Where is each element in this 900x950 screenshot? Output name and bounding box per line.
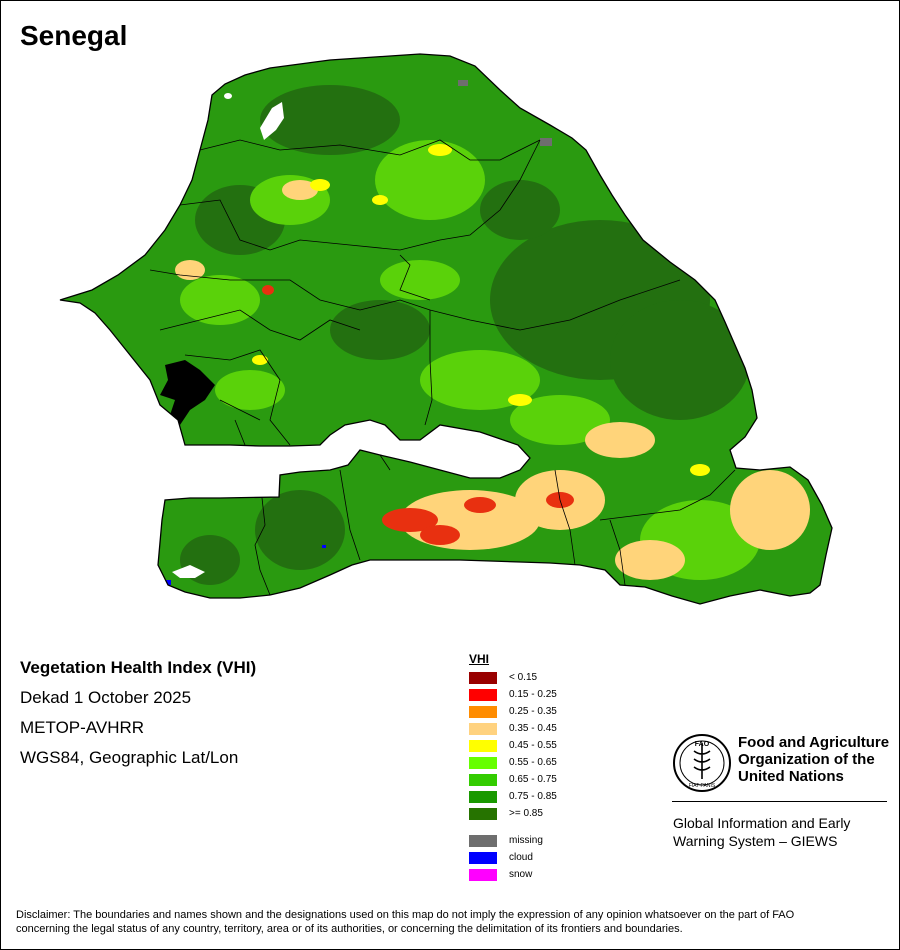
fao-logo-motto: FIAT PANIS	[689, 783, 716, 789]
legend-label: 0.75 - 0.85	[509, 791, 557, 802]
legend-label: < 0.15	[509, 672, 538, 683]
stressed-vegetation-patches	[175, 180, 810, 580]
disclaimer-line1: Disclaimer: The boundaries and names sho…	[16, 909, 795, 921]
legend-swatch	[469, 723, 497, 735]
legend-special: missing cloud snow	[469, 833, 629, 884]
legend-swatch	[469, 757, 497, 769]
legend-item: missing	[469, 833, 629, 850]
legend-swatch	[469, 808, 497, 820]
legend-item: < 0.15	[469, 670, 629, 687]
legend-item: snow	[469, 867, 629, 884]
legend-item: 0.25 - 0.35	[469, 704, 629, 721]
legend-swatch	[469, 774, 497, 786]
legend-swatch	[469, 869, 497, 881]
legend-swatch	[469, 852, 497, 864]
fao-name-line3: United Nations	[738, 768, 844, 785]
legend-label: 0.65 - 0.75	[509, 774, 557, 785]
giews-line1: Global Information and Early	[673, 815, 851, 831]
legend-label: 0.55 - 0.65	[509, 757, 557, 768]
fao-logo-icon: FAO FIAT PANIS	[673, 734, 731, 792]
legend-item: 0.75 - 0.85	[469, 789, 629, 806]
projection-label: WGS84, Geographic Lat/Lon	[20, 748, 239, 767]
disclaimer-line2: concerning the legal status of any count…	[16, 923, 683, 935]
legend-label: missing	[509, 835, 543, 846]
fao-name-line1: Food and Agriculture	[738, 734, 890, 751]
senegal-vhi-map	[59, 53, 833, 605]
legend-swatch	[469, 689, 497, 701]
legend-label: cloud	[509, 852, 533, 863]
legend-title: VHI	[469, 652, 490, 666]
sensor-label: METOP-AVHRR	[20, 718, 145, 737]
giews-line2: Warning System – GIEWS	[673, 833, 838, 849]
period-label: Dekad 1 October 2025	[20, 688, 192, 707]
giews-label: Global Information and Early Warning Sys…	[673, 814, 850, 850]
legend-item: 0.55 - 0.65	[469, 755, 629, 772]
legend-swatch	[469, 672, 497, 684]
legend-label: >= 0.85	[509, 808, 543, 819]
legend-item: 0.15 - 0.25	[469, 687, 629, 704]
moderate-vegetation-patches	[180, 140, 760, 580]
legend-label: 0.35 - 0.45	[509, 723, 557, 734]
map-title: Senegal	[20, 20, 128, 51]
legend-item: >= 0.85	[469, 806, 629, 823]
legend-swatch	[469, 740, 497, 752]
legend-label: 0.25 - 0.35	[509, 706, 557, 717]
legend-item: 0.45 - 0.55	[469, 738, 629, 755]
severe-stress-patches	[262, 285, 574, 545]
legend-classes: < 0.15 0.15 - 0.25 0.25 - 0.35 0.35 - 0.45 0…	[469, 670, 629, 823]
admin-boundaries	[149, 139, 736, 596]
legend-item: 0.65 - 0.75	[469, 772, 629, 789]
legend-label: snow	[509, 869, 533, 880]
fao-name: Food and Agriculture Organization of the…	[738, 734, 889, 785]
cloud-pixels	[165, 545, 326, 585]
legend-swatch	[469, 835, 497, 847]
legend-label: 0.45 - 0.55	[509, 740, 557, 751]
divider	[672, 801, 887, 802]
dense-vegetation-patches	[180, 85, 750, 585]
water-bodies	[172, 93, 284, 578]
legend-swatch	[469, 706, 497, 718]
estuary-channels	[160, 360, 215, 425]
fao-name-line2: Organization of the	[738, 751, 875, 768]
missing-pixels	[458, 80, 552, 146]
disclaimer: Disclaimer: The boundaries and names sho…	[16, 908, 886, 936]
legend-label: 0.15 - 0.25	[509, 689, 557, 700]
legend-item: cloud	[469, 850, 629, 867]
moderate-stress-specks	[252, 144, 710, 476]
product-title: Vegetation Health Index (VHI)	[20, 658, 257, 677]
legend-swatch	[469, 791, 497, 803]
legend: VHI < 0.15 0.15 - 0.25 0.25 - 0.35 0.35 - 0…	[469, 652, 629, 884]
fao-logo-letters: FAO	[695, 741, 710, 748]
legend-item: 0.35 - 0.45	[469, 721, 629, 738]
